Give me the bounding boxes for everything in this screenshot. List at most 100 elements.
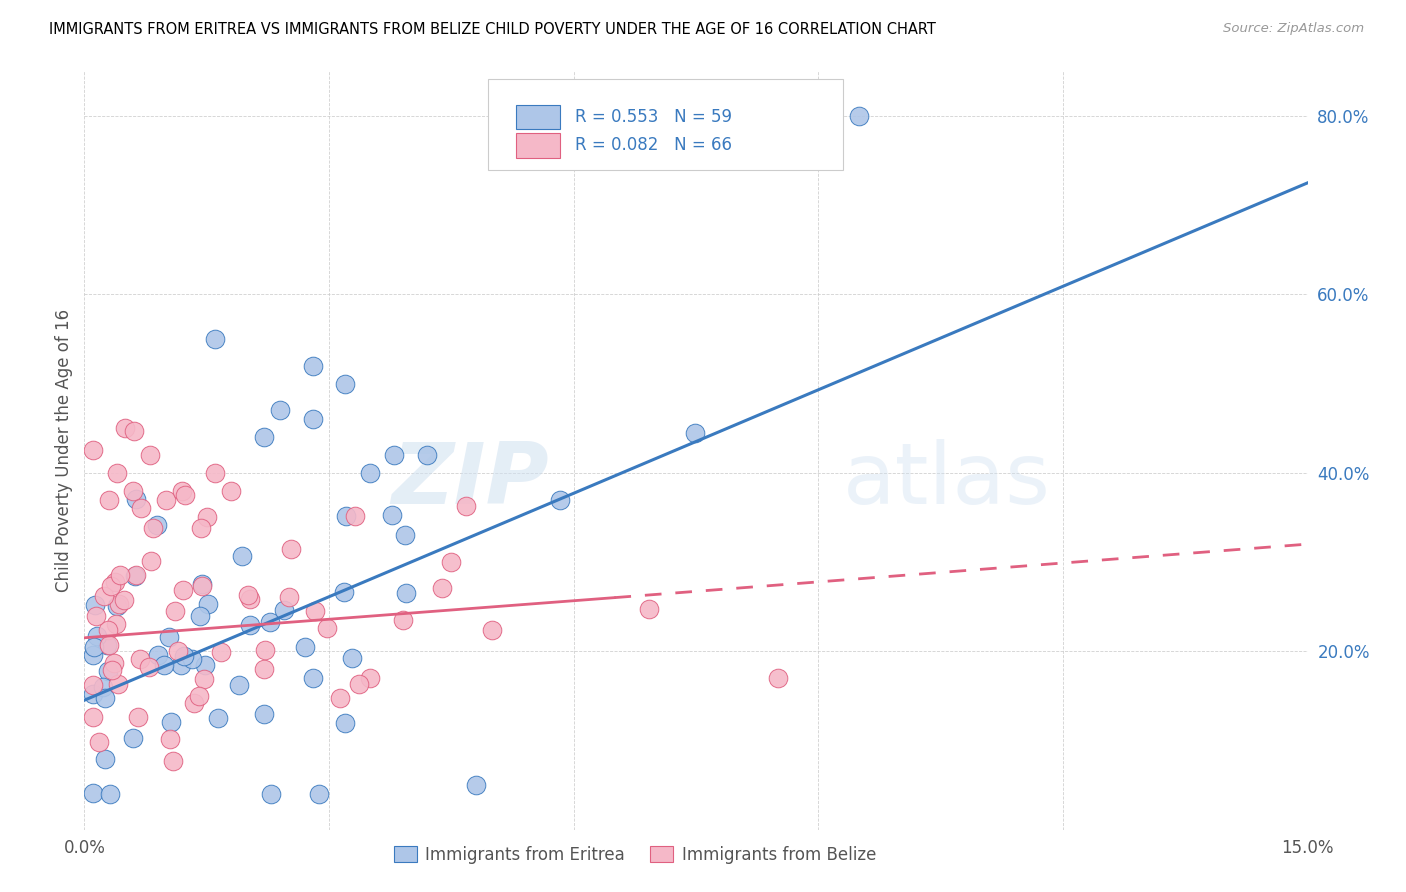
Point xyxy=(766,671,789,685)
Point xyxy=(174,487,197,501)
Point xyxy=(204,332,226,346)
Point xyxy=(848,109,870,123)
Text: Source: ZipAtlas.com: Source: ZipAtlas.com xyxy=(1223,22,1364,36)
Point xyxy=(395,586,418,600)
Text: IMMIGRANTS FROM ERITREA VS IMMIGRANTS FROM BELIZE CHILD POVERTY UNDER THE AGE OF: IMMIGRANTS FROM ERITREA VS IMMIGRANTS FR… xyxy=(49,22,936,37)
Point xyxy=(107,677,129,691)
Point xyxy=(131,501,153,516)
Point xyxy=(97,664,120,678)
Point xyxy=(142,521,165,535)
Point xyxy=(194,657,217,672)
Point xyxy=(183,696,205,710)
Point xyxy=(84,609,107,624)
Point xyxy=(101,663,124,677)
Point xyxy=(259,787,281,801)
Point xyxy=(82,648,104,662)
Point xyxy=(638,602,661,616)
FancyBboxPatch shape xyxy=(488,79,842,170)
Point xyxy=(114,421,136,435)
Point xyxy=(253,706,276,721)
Point xyxy=(239,591,262,606)
Point xyxy=(253,430,276,444)
Point xyxy=(231,549,253,564)
Point xyxy=(91,680,114,694)
Point xyxy=(301,412,323,426)
Point xyxy=(157,630,180,644)
Point xyxy=(193,672,215,686)
Point xyxy=(82,687,104,701)
Point xyxy=(188,689,211,703)
Point xyxy=(159,731,181,746)
Point xyxy=(340,651,363,665)
Point xyxy=(195,510,218,524)
Point xyxy=(239,617,262,632)
Point xyxy=(122,731,145,745)
Point xyxy=(269,403,291,417)
Point xyxy=(253,662,276,676)
Point xyxy=(548,493,571,508)
Point xyxy=(82,710,104,724)
Point xyxy=(129,652,152,666)
Point xyxy=(359,671,381,685)
Point xyxy=(181,652,204,666)
Point xyxy=(394,528,416,542)
Point xyxy=(254,643,277,657)
Point xyxy=(481,623,503,637)
Text: atlas: atlas xyxy=(842,439,1050,523)
Point xyxy=(335,508,357,523)
Point xyxy=(392,613,415,627)
Point xyxy=(440,555,463,569)
Point xyxy=(125,567,148,582)
Point xyxy=(82,678,104,692)
Point xyxy=(359,466,381,480)
Point xyxy=(335,376,357,391)
Point xyxy=(301,359,323,373)
Point xyxy=(82,442,104,457)
Point xyxy=(304,604,326,618)
Point xyxy=(94,691,117,706)
Point xyxy=(191,577,214,591)
Point xyxy=(381,508,404,522)
FancyBboxPatch shape xyxy=(516,104,560,129)
Point xyxy=(273,602,295,616)
Point xyxy=(162,754,184,768)
Point xyxy=(166,644,188,658)
Point xyxy=(464,778,486,792)
Point xyxy=(138,448,160,462)
Point xyxy=(188,609,211,624)
Point xyxy=(344,508,367,523)
Point xyxy=(97,492,120,507)
Point xyxy=(197,597,219,611)
Point xyxy=(204,466,226,480)
Point xyxy=(280,541,302,556)
Point xyxy=(112,592,135,607)
Text: R = 0.553   N = 59: R = 0.553 N = 59 xyxy=(575,108,733,126)
Point xyxy=(159,714,181,729)
Point xyxy=(105,466,128,480)
Point xyxy=(153,658,176,673)
Point xyxy=(139,554,162,568)
Point xyxy=(108,597,131,611)
Point xyxy=(105,599,128,613)
Point xyxy=(347,676,370,690)
Point xyxy=(87,734,110,748)
Point xyxy=(100,579,122,593)
Point xyxy=(146,517,169,532)
Point xyxy=(172,582,194,597)
Point xyxy=(209,645,232,659)
Point xyxy=(86,629,108,643)
Point xyxy=(432,582,454,596)
Point xyxy=(103,656,125,670)
Point xyxy=(104,617,127,632)
Point xyxy=(172,483,194,498)
FancyBboxPatch shape xyxy=(516,133,560,158)
Point xyxy=(82,786,104,800)
Text: ZIP: ZIP xyxy=(391,439,550,523)
Point xyxy=(259,615,281,630)
Point xyxy=(278,591,301,605)
Point xyxy=(104,574,127,589)
Point xyxy=(416,448,439,462)
Point xyxy=(93,589,115,603)
Point xyxy=(122,483,145,498)
Point xyxy=(683,426,706,441)
